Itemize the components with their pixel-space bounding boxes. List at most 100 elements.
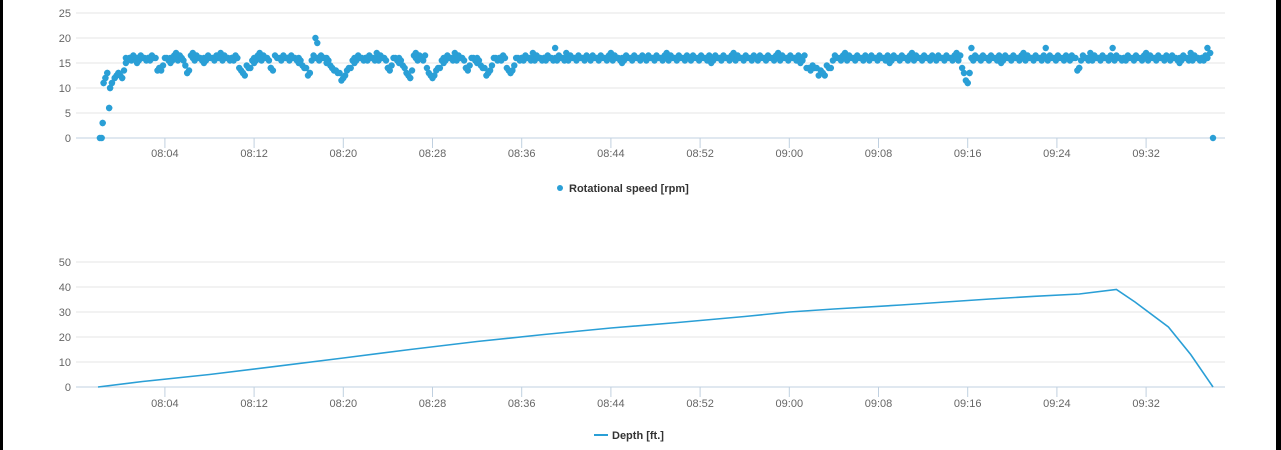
speed-point — [178, 54, 185, 62]
speed-point-fill — [827, 64, 835, 72]
speed-point — [184, 69, 191, 77]
speed-point — [267, 64, 275, 72]
depth-y-tick-40: 40 — [59, 282, 71, 294]
depth-x-tick-0828: 08:28 — [419, 398, 447, 410]
speed-point-fill — [423, 64, 431, 72]
speed-point-fill — [511, 62, 518, 69]
speed-point — [618, 59, 626, 67]
chart-page: 0 5 10 15 20 25 08:04 08:12 08:20 08:28 08:36 08:44… — [3, 0, 1276, 450]
speed-legend-label[interactable]: Rotational speed [rpm] — [569, 183, 689, 195]
speed-point — [451, 49, 458, 57]
depth-x-tick-0932: 09:32 — [1132, 398, 1160, 410]
speed-point — [312, 34, 319, 42]
speed-point — [256, 49, 263, 57]
speed-point — [1165, 54, 1172, 62]
speed-x-tick-0852: 08:52 — [686, 148, 714, 160]
speed-point — [362, 54, 369, 62]
speed-point-fill — [960, 69, 968, 77]
speed-x-tick-0932: 09:32 — [1132, 148, 1160, 160]
rotational-speed-chart: 0 5 10 15 20 25 08:04 08:12 08:20 08:28 08:36 08:44… — [59, 8, 1225, 195]
speed-point — [295, 59, 302, 67]
speed-point — [122, 59, 130, 67]
speed-point — [351, 59, 358, 67]
depth-series-line — [97, 288, 1214, 388]
speed-point — [496, 54, 503, 62]
speed-point — [118, 74, 126, 82]
speed-point — [440, 59, 447, 67]
speed-point — [585, 54, 592, 62]
speed-point — [473, 59, 481, 67]
depth-x-tick-0924: 09:24 — [1043, 398, 1071, 410]
speed-point — [395, 59, 403, 67]
speed-point — [384, 64, 392, 72]
speed-point — [373, 49, 380, 57]
speed-x-tick-0924: 09:24 — [1043, 148, 1071, 160]
speed-point — [104, 69, 111, 77]
depth-y-tick-50: 50 — [59, 257, 71, 269]
speed-point — [418, 54, 425, 62]
speed-legend-marker — [557, 185, 563, 191]
speed-point — [462, 64, 470, 72]
speed-point — [529, 49, 537, 57]
speed-point — [228, 54, 235, 62]
speed-point — [156, 64, 163, 72]
depth-x-tick-0900: 09:00 — [776, 398, 804, 410]
speed-point — [412, 49, 419, 57]
speed-point — [323, 59, 330, 67]
speed-point-fill — [501, 54, 509, 62]
speed-point — [407, 74, 414, 82]
speed-y-tick-0: 0 — [65, 133, 71, 145]
speed-point-fill — [347, 64, 354, 72]
speed-point — [931, 54, 938, 62]
speed-x-tick-0828: 08:28 — [419, 148, 447, 160]
speed-point — [774, 49, 782, 57]
speed-x-tick-0812: 08:12 — [240, 148, 268, 160]
speed-point-fill — [481, 64, 488, 72]
speed-point — [306, 69, 314, 77]
speed-y-tick-5: 5 — [65, 108, 71, 120]
depth-x-tick-0812: 08:12 — [240, 398, 268, 410]
speed-point — [997, 59, 1005, 67]
speed-point — [1020, 49, 1027, 57]
speed-y-tick-10: 10 — [59, 83, 71, 95]
speed-y-tick-15: 15 — [59, 58, 71, 70]
speed-point-fill — [488, 62, 496, 69]
speed-point — [239, 69, 247, 77]
speed-point — [1142, 49, 1150, 57]
speed-point — [328, 64, 336, 72]
speed-point — [126, 54, 133, 62]
depth-legend-label[interactable]: Depth [ft.] — [612, 430, 664, 442]
speed-point — [111, 74, 118, 82]
speed-point — [108, 79, 116, 87]
speed-point — [105, 104, 113, 112]
speed-point — [314, 39, 321, 47]
speed-point — [797, 59, 804, 67]
speed-point-fill — [801, 52, 808, 59]
speed-point — [864, 54, 871, 62]
depth-x-tick-0844: 08:44 — [597, 398, 625, 410]
depth-x-tick-0916: 09:16 — [954, 398, 982, 410]
speed-x-tick-0836: 08:36 — [508, 148, 536, 160]
depth-x-tick-0852: 08:52 — [686, 398, 714, 410]
speed-point — [1209, 134, 1217, 142]
speed-y-tick-20: 20 — [59, 33, 71, 45]
speed-point-fill — [401, 64, 408, 72]
speed-point-fill — [265, 57, 273, 64]
speed-point-fill — [436, 64, 444, 72]
speed-point — [102, 74, 109, 82]
speed-point — [663, 49, 670, 57]
speed-point-fill — [1072, 54, 1079, 62]
speed-point — [507, 69, 514, 77]
speed-x-tick-0844: 08:44 — [597, 148, 625, 160]
speed-point — [908, 49, 916, 57]
speed-point — [708, 59, 715, 67]
depth-x-tick-0804: 08:04 — [151, 398, 179, 410]
speed-point — [641, 54, 648, 62]
speed-x-tick-0900: 09:00 — [776, 148, 804, 160]
speed-point — [975, 54, 983, 62]
speed-point — [886, 59, 893, 67]
speed-point-fill — [382, 57, 390, 64]
speed-point — [1087, 49, 1094, 57]
speed-point — [607, 49, 615, 57]
speed-point — [217, 49, 224, 57]
